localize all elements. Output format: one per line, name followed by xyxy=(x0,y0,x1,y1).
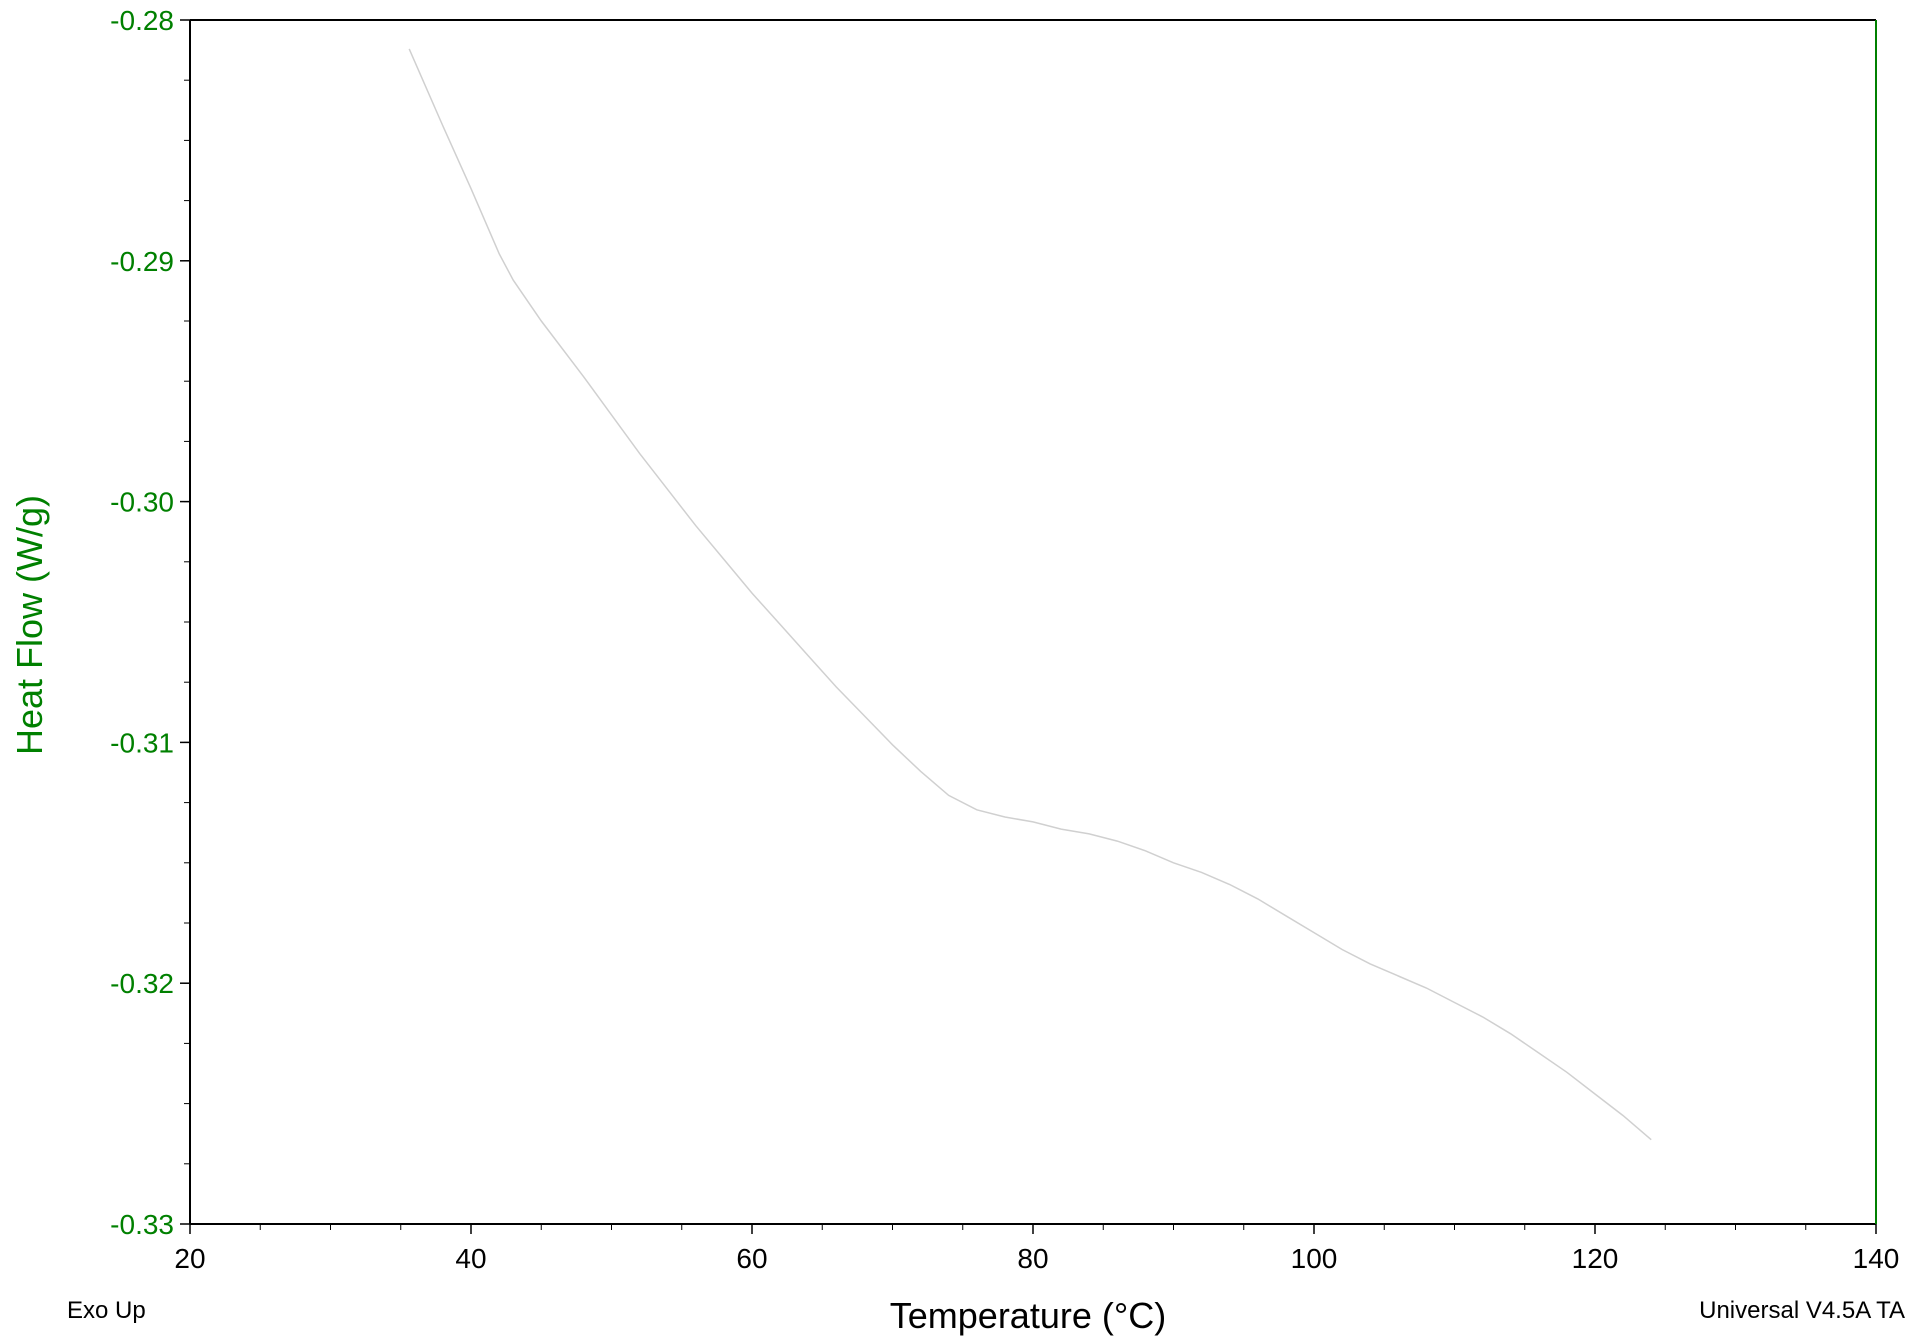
y-tick-label: -0.33 xyxy=(110,1209,174,1240)
x-tick-label: 40 xyxy=(455,1243,486,1274)
exo-up-note: Exo Up xyxy=(67,1297,146,1324)
axes-frame xyxy=(189,19,1877,1225)
x-axis-label: Temperature (°C) xyxy=(890,1295,1166,1336)
y-tick-label: -0.29 xyxy=(110,246,174,277)
x-axis-ticks: 20 40 60 80 100 120 140 xyxy=(174,1224,1899,1274)
x-tick-label: 60 xyxy=(736,1243,767,1274)
y-tick-label: -0.30 xyxy=(110,487,174,518)
y-tick-label: -0.31 xyxy=(110,727,174,758)
x-tick-label: 140 xyxy=(1853,1243,1900,1274)
x-tick-label: 100 xyxy=(1291,1243,1338,1274)
x-tick-label: 80 xyxy=(1017,1243,1048,1274)
y-tick-label: -0.28 xyxy=(110,5,174,36)
y-tick-label: -0.32 xyxy=(110,968,174,999)
y-axis-label: Heat Flow (W/g) xyxy=(9,495,50,755)
x-tick-label: 20 xyxy=(174,1243,205,1274)
y-axis-ticks: -0.28 -0.29 -0.30 -0.31 -0.32 -0.33 xyxy=(110,5,190,1240)
x-tick-label: 120 xyxy=(1572,1243,1619,1274)
software-version-note: Universal V4.5A TA xyxy=(1699,1297,1905,1324)
plot-area xyxy=(408,48,1652,1141)
heat-flow-line xyxy=(408,48,1652,1141)
